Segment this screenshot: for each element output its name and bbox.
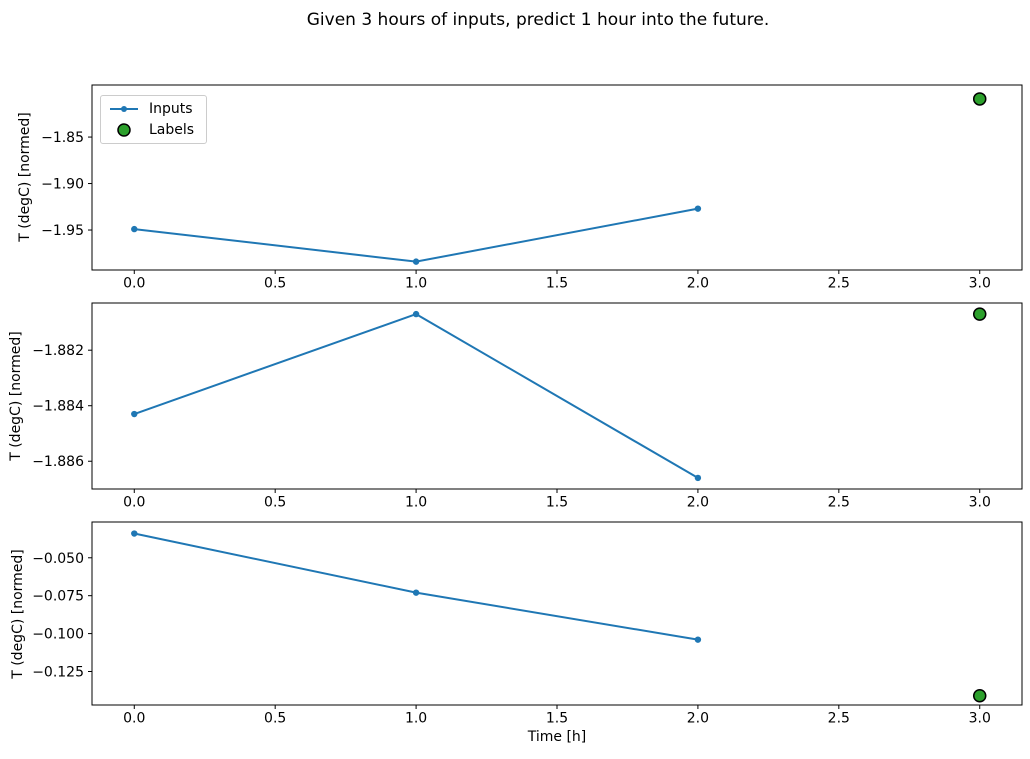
inputs-marker [412,258,420,265]
legend-item-inputs: Inputs [109,101,194,117]
legend-label-labels: Labels [149,122,195,138]
y-tick-label: −1.85 [41,130,84,146]
axes-frame [91,521,1023,706]
y-axis-label-subplot-1: T (degC) [normed] [17,112,33,242]
x-tick-label: 2.5 [828,276,850,292]
labels-point [972,689,987,703]
legend-labels-dot [117,123,131,137]
x-tick-label: 2.0 [687,495,709,511]
x-tick-label: 0.0 [123,711,145,727]
x-tick-label: 1.0 [405,711,427,727]
inputs-marker [694,205,702,212]
x-tick-label: 0.5 [264,711,286,727]
labels-point [972,92,987,106]
x-tick-label: 1.0 [405,276,427,292]
x-tick-label: 0.5 [264,495,286,511]
y-axis-label-subplot-2: T (degC) [normed] [8,331,24,461]
inputs-line [134,532,699,641]
x-tick-label: 2.0 [687,711,709,727]
labels-circle-icon [117,123,131,137]
inputs-marker [131,530,138,537]
x-tick-label: 3.0 [969,276,991,292]
inputs-marker [694,474,702,482]
y-tick-label: −0.050 [32,551,84,567]
x-tick-label: 1.0 [405,495,427,511]
x-axis-label: Time [h] [527,729,587,745]
x-tick-label: 1.5 [546,276,568,292]
inputs-marker [131,225,138,233]
figure-title: Given 3 hours of inputs, predict 1 hour … [306,10,770,30]
y-tick-label: −0.100 [32,627,84,643]
legend-item-labels: Labels [109,122,194,138]
y-axis-label-subplot-3: T (degC) [normed] [10,549,26,679]
legend: Inputs Labels [100,95,208,144]
y-tick-label: −1.884 [32,399,84,415]
x-tick-label: 0.5 [264,276,286,292]
legend-inputs-dot [121,106,127,112]
y-tick-label: −1.95 [41,223,84,239]
x-tick-label: 0.0 [123,495,145,511]
labels-point [972,307,987,321]
y-tick-label: −1.886 [32,454,84,470]
y-tick-label: −1.90 [41,177,84,193]
x-tick-label: 3.0 [969,711,991,727]
x-tick-label: 2.0 [687,276,709,292]
y-tick-label: −0.125 [32,664,84,680]
inputs-marker [694,636,702,643]
inputs-marker [412,589,420,596]
x-tick-label: 1.5 [546,495,568,511]
inputs-marker [412,310,420,318]
x-tick-label: 3.0 [969,495,991,511]
x-tick-label: 1.5 [546,711,568,727]
x-tick-label: 2.5 [828,495,850,511]
inputs-line-dot-icon [110,106,138,112]
x-tick-label: 0.0 [123,276,145,292]
y-tick-label: −1.882 [32,343,84,359]
inputs-marker [131,410,138,418]
y-tick-label: −0.075 [32,589,84,605]
x-tick-label: 2.5 [828,711,850,727]
legend-label-inputs: Inputs [149,101,193,117]
